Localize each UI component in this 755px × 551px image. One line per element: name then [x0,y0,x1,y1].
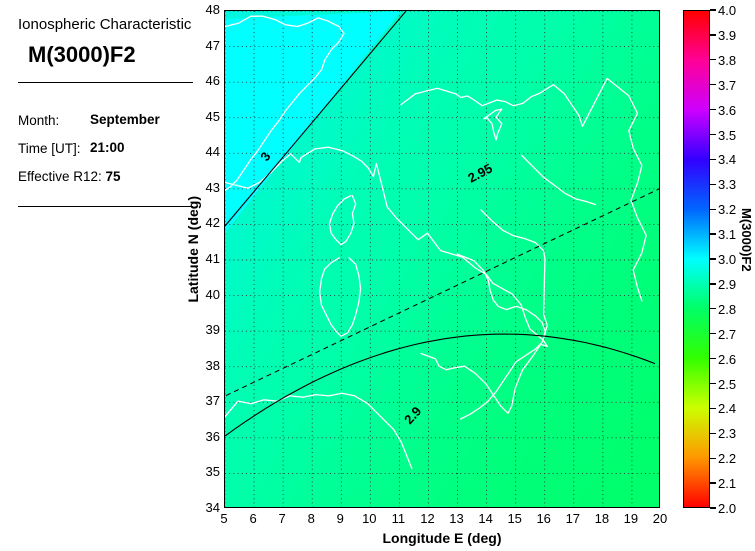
svg-text:2.95: 2.95 [465,161,494,186]
svg-text:3: 3 [257,149,273,164]
svg-text:2.9: 2.9 [401,404,424,427]
